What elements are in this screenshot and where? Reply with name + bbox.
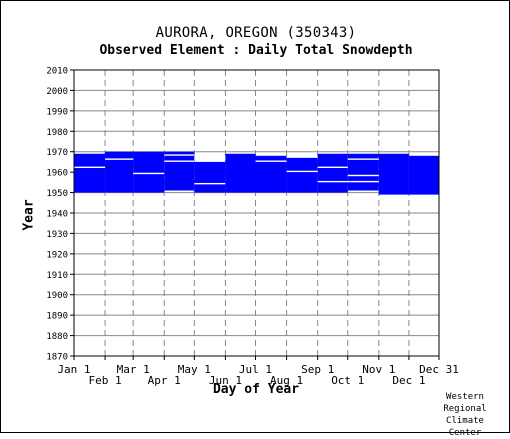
data-gap	[74, 166, 106, 169]
credit-line: Regional	[443, 404, 487, 414]
data-gap	[133, 172, 165, 175]
credit-line: Western	[446, 392, 484, 402]
credit-line: Center	[448, 428, 482, 438]
data-block	[286, 157, 318, 193]
data-gap	[347, 180, 379, 183]
x-axis-label: Day of Year	[212, 382, 300, 397]
x-tick-label: Mar 1	[117, 363, 150, 376]
data-gap	[286, 170, 318, 173]
x-tick-label: Apr 1	[148, 374, 181, 387]
data-block	[164, 151, 195, 191]
data-block	[105, 151, 134, 193]
data-block	[317, 153, 348, 193]
x-tick-label: Dec 1	[392, 374, 425, 387]
data-block	[194, 161, 226, 193]
y-tick-label: 1930	[46, 230, 68, 240]
y-tick-label: 1900	[46, 291, 68, 301]
data-block	[378, 153, 409, 195]
y-tick-label: 1970	[46, 148, 68, 158]
y-tick-label: 1890	[46, 312, 68, 322]
data-gap	[255, 160, 287, 162]
y-tick-label: 1870	[46, 353, 68, 363]
y-tick-label: 2000	[46, 87, 68, 97]
data-block	[255, 155, 287, 193]
y-tick-label: 1920	[46, 250, 68, 260]
y-axis-label: Year	[21, 199, 37, 231]
data-block	[74, 153, 106, 193]
y-tick-label: 1940	[46, 210, 68, 220]
credit-block: Western Regional Climate Center	[435, 391, 495, 439]
x-tick-label: Feb 1	[89, 374, 122, 387]
x-tick-label: Sep 1	[301, 363, 334, 376]
x-tick-label: May 1	[178, 363, 211, 376]
y-tick-label: 1910	[46, 271, 68, 281]
data-block	[408, 155, 439, 195]
data-gap	[194, 182, 226, 185]
x-tick-label: Jun 1	[209, 374, 242, 387]
y-tick-label: 1990	[46, 107, 68, 117]
data-block	[225, 153, 256, 193]
y-tick-label: 1950	[46, 189, 68, 199]
x-tick-label: Jul 1	[239, 363, 272, 376]
y-tick-label: 1980	[46, 128, 68, 138]
data-gap	[317, 180, 348, 183]
x-tick-label: Jan 1	[57, 363, 90, 376]
data-gap	[347, 158, 379, 160]
data-block	[347, 153, 379, 191]
data-block	[133, 151, 165, 193]
y-tick-label: 1880	[46, 332, 68, 342]
y-tick-label: 1960	[46, 169, 68, 179]
data-gap	[105, 158, 134, 160]
chart-title: AURORA, OREGON (350343)	[155, 25, 357, 41]
x-tick-label: Oct 1	[331, 374, 364, 387]
credit-line: Climate	[446, 416, 484, 426]
plot-border	[73, 69, 440, 357]
data-gap	[164, 160, 195, 162]
data-gap	[347, 174, 379, 177]
y-tick-label: 2010	[46, 67, 68, 77]
x-tick-label: Aug 1	[270, 374, 303, 387]
data-gap	[317, 166, 348, 169]
x-tick-label: Nov 1	[362, 363, 395, 376]
chart-subtitle: Observed Element : Daily Total Snowdepth	[99, 43, 413, 58]
x-tick-label: Dec 31	[419, 363, 459, 376]
data-gap	[164, 154, 195, 156]
